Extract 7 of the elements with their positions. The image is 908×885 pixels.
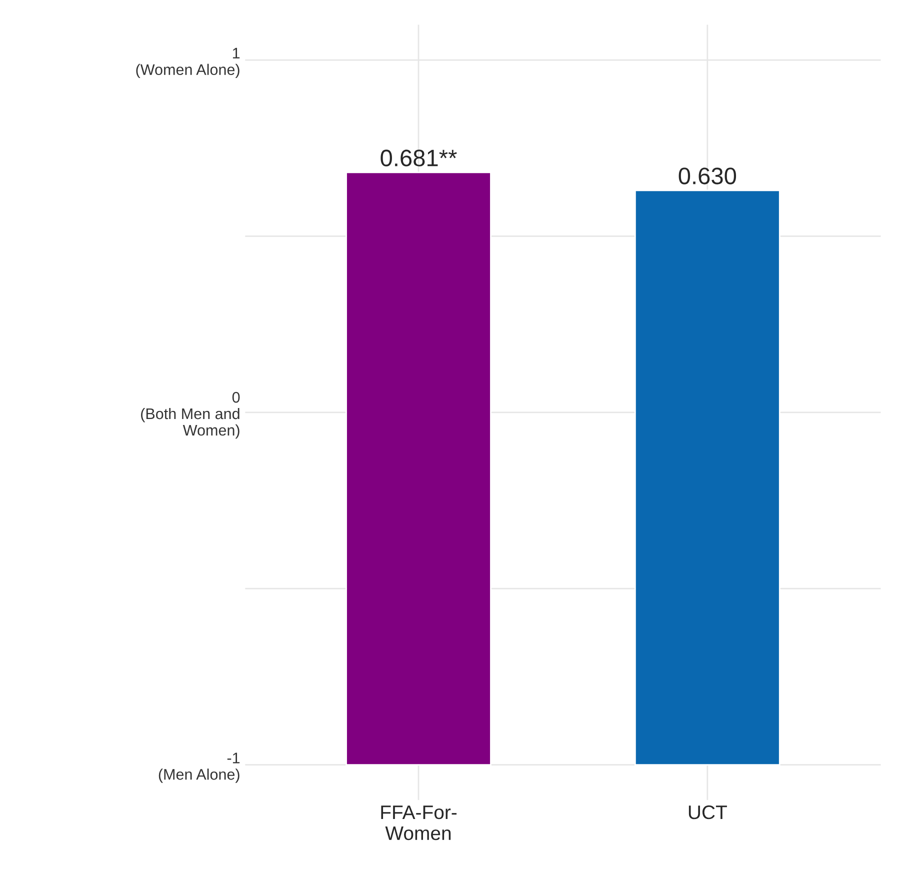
y-tick-label: -1 (Men Alone) <box>158 752 240 783</box>
y-tick-label: 1 (Women Alone) <box>136 48 240 78</box>
data-label: 0.681** <box>380 150 457 166</box>
y-tick-label: 0 (Both Men and Women) <box>141 392 240 439</box>
x-tick-label: FFA-For- Women <box>381 806 457 840</box>
data-label: 0.630 <box>678 168 736 184</box>
x-tick-label: UCT <box>688 805 727 820</box>
